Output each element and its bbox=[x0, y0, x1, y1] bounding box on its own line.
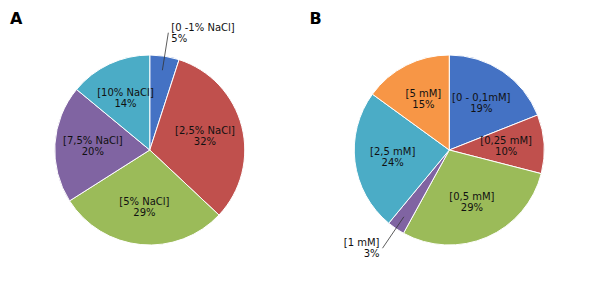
data-label: 20% bbox=[82, 146, 104, 157]
data-labels: [0 -1% NaCl]5% [2,5% NaCl]32% [5% NaCl]29%… bbox=[63, 22, 235, 218]
slice-label: [5 mM] bbox=[406, 88, 442, 99]
data-label: 32% bbox=[194, 136, 216, 147]
slice-label: [0,5 mM] bbox=[449, 191, 494, 202]
slice-label: [10% NaCl] bbox=[97, 87, 154, 98]
pie bbox=[55, 55, 245, 245]
slice-label: [1 mM] bbox=[344, 237, 380, 248]
slice-label: [5% NaCl] bbox=[119, 196, 169, 207]
data-label: 3% bbox=[364, 248, 380, 259]
slice-label: [0 - 0,1mM] bbox=[452, 92, 511, 103]
data-label: 29% bbox=[133, 207, 155, 218]
slice-label: [7,5% NaCl] bbox=[63, 135, 123, 146]
data-label: 19% bbox=[470, 103, 492, 114]
chart-title: B bbox=[310, 9, 322, 28]
chart-title: A bbox=[10, 9, 23, 28]
data-label: 14% bbox=[114, 98, 136, 109]
pie-panel: B [0 - 0,1mM]19% [0,25 mM]10% [0,5 mM]29% [1… bbox=[310, 9, 545, 259]
data-label: 10% bbox=[495, 146, 517, 157]
pie-slice bbox=[449, 55, 537, 150]
data-labels: [0 - 0,1mM]19% [0,25 mM]10% [0,5 mM]29% [1 … bbox=[344, 88, 532, 259]
data-label: 24% bbox=[382, 157, 404, 168]
leader-line bbox=[162, 33, 168, 71]
slice-label: [0 -1% NaCl] bbox=[171, 22, 234, 33]
data-label: 15% bbox=[412, 99, 434, 110]
slice-label: [2,5 mM] bbox=[370, 146, 415, 157]
leader-line bbox=[383, 217, 404, 248]
pie bbox=[354, 55, 544, 245]
slice-label: [2,5% NaCl] bbox=[175, 125, 235, 136]
slice-label: [0,25 mM] bbox=[480, 135, 532, 146]
pie-slice bbox=[372, 55, 449, 150]
chart-root: A[0 -1% NaCl]5%[2,5% NaCl]32%[5% NaCl]29… bbox=[0, 0, 599, 286]
data-label: 5% bbox=[171, 33, 187, 44]
data-label: 29% bbox=[461, 202, 483, 213]
pie-panel: A [0 -1% NaCl]5% [2,5% NaCl]32% [5% NaCl]29… bbox=[10, 9, 245, 245]
